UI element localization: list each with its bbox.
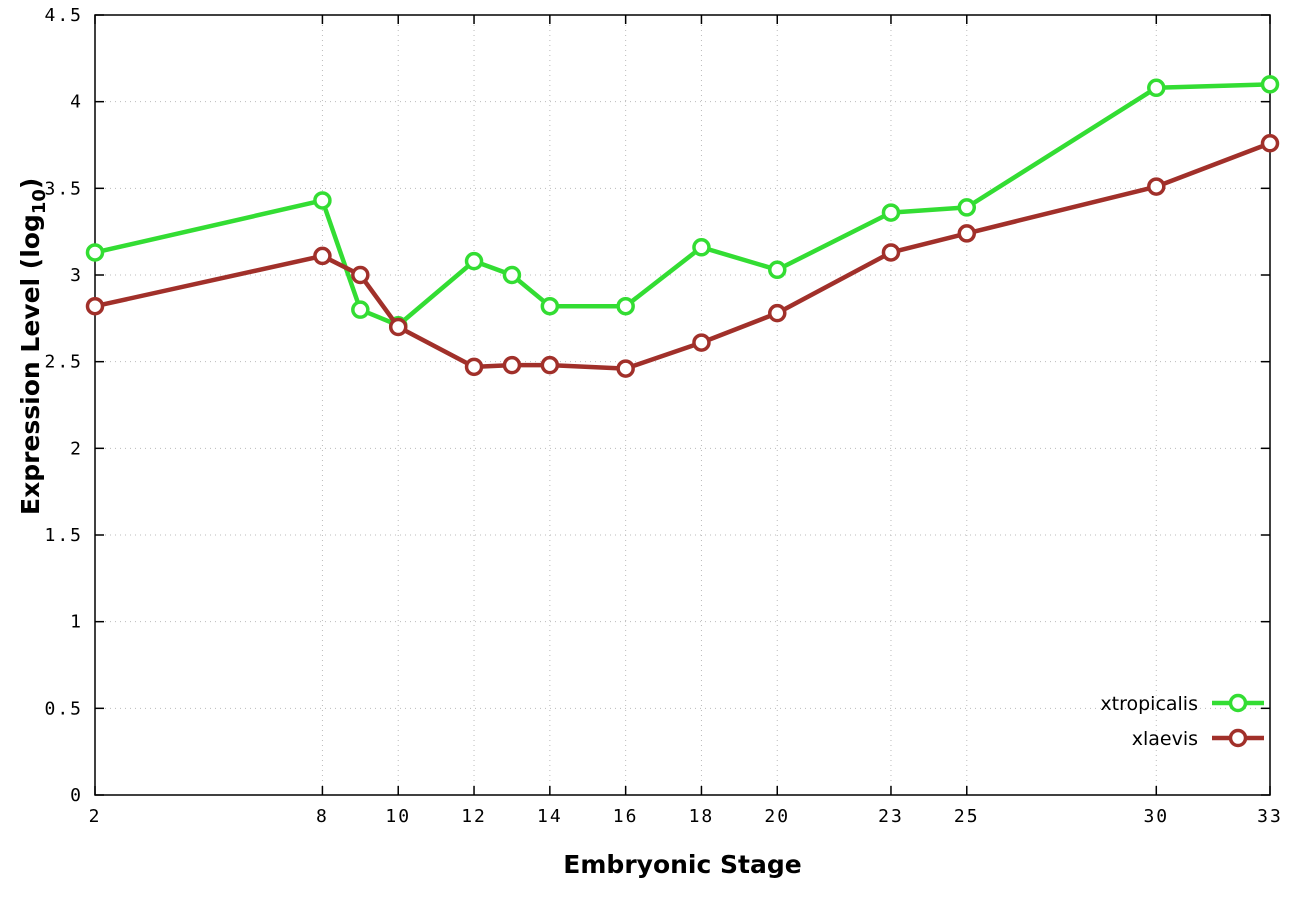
y-tick-label: 3.5 [44, 178, 83, 199]
data-point-xtropicalis [1260, 75, 1280, 94]
legend-label-xtropicalis: xtropicalis [1100, 693, 1198, 715]
y-axis-label-subscript: 10 [29, 189, 50, 215]
data-point-xlaevis [388, 317, 408, 337]
y-tick-label: 1 [70, 612, 83, 633]
y-tick-label: 0.5 [44, 698, 83, 719]
y-axis-label-suffix: ) [16, 177, 45, 190]
data-point-xlaevis [1260, 134, 1280, 153]
data-point-xtropicalis [85, 243, 105, 262]
data-point-xlaevis [692, 333, 711, 352]
y-tick-label: 2 [70, 438, 83, 459]
data-point-xtropicalis [1147, 78, 1166, 98]
data-point-xtropicalis [768, 260, 787, 280]
data-point-xtropicalis [881, 203, 901, 222]
data-point-xtropicalis [464, 251, 484, 271]
x-axis-label: Embryonic Stage [563, 850, 802, 879]
data-point-xlaevis [464, 357, 484, 377]
x-tick-label: 20 [764, 806, 790, 827]
series-line-xtropicalis [92, 82, 1273, 328]
x-tick-label: 23 [878, 806, 904, 827]
data-point-xlaevis [1147, 177, 1166, 196]
y-tick-label: 4 [70, 92, 83, 113]
x-tick-label: 16 [613, 806, 639, 827]
data-point-xlaevis [502, 355, 522, 375]
y-tick-label: 4.5 [44, 5, 83, 26]
data-point-xlaevis [881, 243, 901, 262]
data-point-xtropicalis [540, 296, 560, 316]
data-point-xtropicalis [957, 198, 977, 217]
data-point-xtropicalis [502, 265, 522, 285]
data-point-xlaevis [540, 355, 560, 375]
x-tick-label: 14 [537, 806, 563, 827]
data-point-xtropicalis [616, 296, 635, 316]
x-tick-label: 18 [689, 806, 715, 827]
legend-marker-xlaevis [1228, 728, 1248, 748]
data-point-xlaevis [957, 224, 977, 243]
y-tick-label: 0 [70, 785, 83, 806]
x-tick-label: 33 [1257, 806, 1283, 827]
plot-border [94, 14, 1271, 796]
y-tick-label: 2.5 [44, 352, 83, 373]
legend-marker-xtropicalis [1228, 693, 1248, 713]
x-tick-label: 30 [1143, 806, 1169, 827]
x-tick-label: 10 [385, 806, 411, 827]
y-tick-label: 1.5 [44, 525, 83, 546]
data-point-xtropicalis [351, 300, 370, 319]
data-point-xlaevis [85, 296, 105, 316]
y-axis-label-text: Expression Level (log [16, 214, 45, 515]
data-point-xlaevis [616, 359, 635, 378]
data-point-xlaevis [313, 246, 332, 266]
x-tick-label: 25 [954, 806, 980, 827]
series-line-xlaevis [92, 141, 1273, 371]
x-tick-label: 2 [89, 806, 102, 827]
y-axis-label: Expression Level (log10) [16, 178, 50, 515]
x-tick-label: 8 [316, 806, 329, 827]
data-point-xlaevis [351, 265, 370, 285]
data-point-xtropicalis [313, 191, 332, 210]
x-tick-label: 12 [461, 806, 487, 827]
data-point-xtropicalis [692, 238, 711, 257]
legend-label-xlaevis: xlaevis [1132, 728, 1198, 750]
data-point-xlaevis [768, 303, 787, 323]
y-tick-label: 3 [70, 265, 83, 286]
